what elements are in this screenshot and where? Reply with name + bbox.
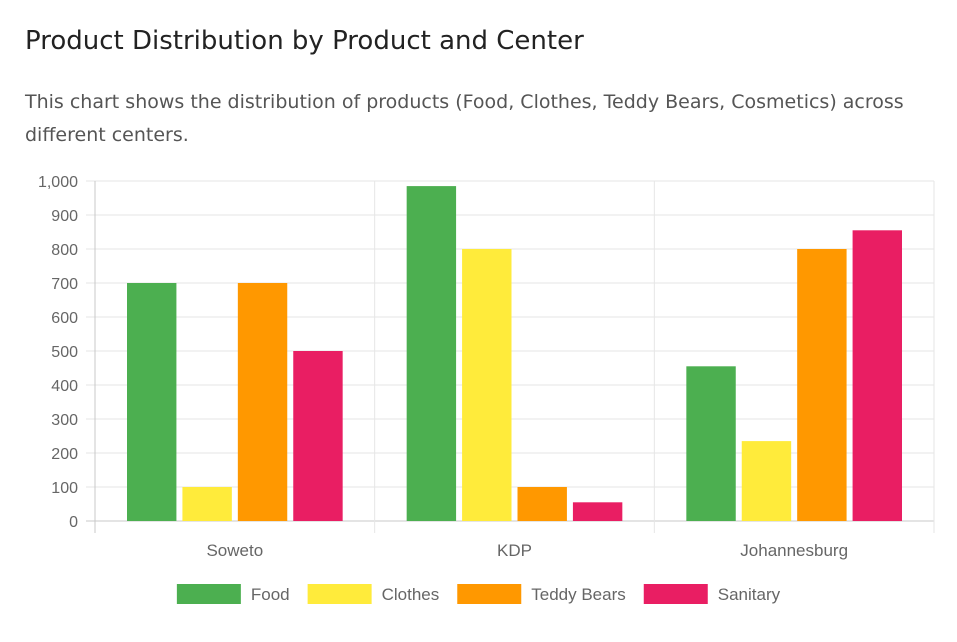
bar-clothes-kdp[interactable]	[462, 249, 512, 521]
legend-swatch	[457, 584, 522, 604]
x-tick-label: KDP	[497, 541, 532, 560]
chart-subtitle: This chart shows the distribution of pro…	[25, 91, 904, 146]
y-tick-label: 0	[69, 514, 78, 531]
bar-teddy-bears-kdp[interactable]	[517, 487, 567, 521]
bar-sanitary-soweto[interactable]	[293, 351, 343, 521]
bar-food-soweto[interactable]	[127, 283, 177, 521]
legend-label: Sanitary	[718, 585, 781, 604]
x-axis: Soweto KDP Johannesburg	[206, 541, 848, 560]
legend-swatch	[307, 584, 372, 604]
bars	[127, 186, 902, 522]
bar-chart: 0 100 200 300 400 500 600 700 800 900 1,000 Soweto…	[38, 174, 935, 604]
y-tick-label: 1,000	[38, 174, 78, 191]
bar-food-kdp[interactable]	[406, 186, 457, 521]
y-tick-label: 100	[51, 480, 78, 497]
bar-clothes-johannesburg[interactable]	[741, 441, 792, 521]
y-tick-label: 800	[51, 242, 78, 259]
y-tick-label: 900	[51, 208, 78, 225]
legend-item-teddy-bears[interactable]: Teddy Bears	[457, 584, 626, 604]
y-tick-label: 600	[51, 310, 78, 327]
legend-label: Food	[251, 585, 290, 604]
bar-teddy-bears-johannesburg[interactable]	[797, 249, 847, 521]
legend[interactable]: Food Clothes Teddy Bears Sanitary	[176, 584, 781, 604]
legend-swatch	[643, 584, 708, 604]
x-tick-label: Soweto	[206, 541, 263, 560]
bar-teddy-bears-soweto[interactable]	[237, 283, 288, 521]
y-tick-label: 200	[51, 446, 78, 463]
y-tick-label: 400	[51, 378, 78, 395]
legend-swatch	[176, 584, 241, 604]
chart-title: Product Distribution by Product and Cent…	[25, 26, 584, 56]
legend-item-clothes[interactable]: Clothes	[307, 584, 440, 604]
legend-label: Teddy Bears	[531, 585, 626, 604]
legend-item-food[interactable]: Food	[176, 584, 290, 604]
bar-sanitary-kdp[interactable]	[572, 502, 623, 521]
legend-item-sanitary[interactable]: Sanitary	[643, 584, 781, 604]
legend-label: Clothes	[382, 585, 440, 604]
y-tick-label: 700	[51, 276, 78, 293]
bar-sanitary-johannesburg[interactable]	[852, 230, 902, 522]
y-tick-label: 500	[51, 344, 78, 361]
y-axis: 0 100 200 300 400 500 600 700 800 900 1,000	[38, 174, 78, 531]
bar-clothes-soweto[interactable]	[182, 487, 232, 521]
y-tick-label: 300	[51, 412, 78, 429]
x-tick-label: Johannesburg	[740, 541, 848, 560]
bar-food-johannesburg[interactable]	[686, 366, 736, 521]
